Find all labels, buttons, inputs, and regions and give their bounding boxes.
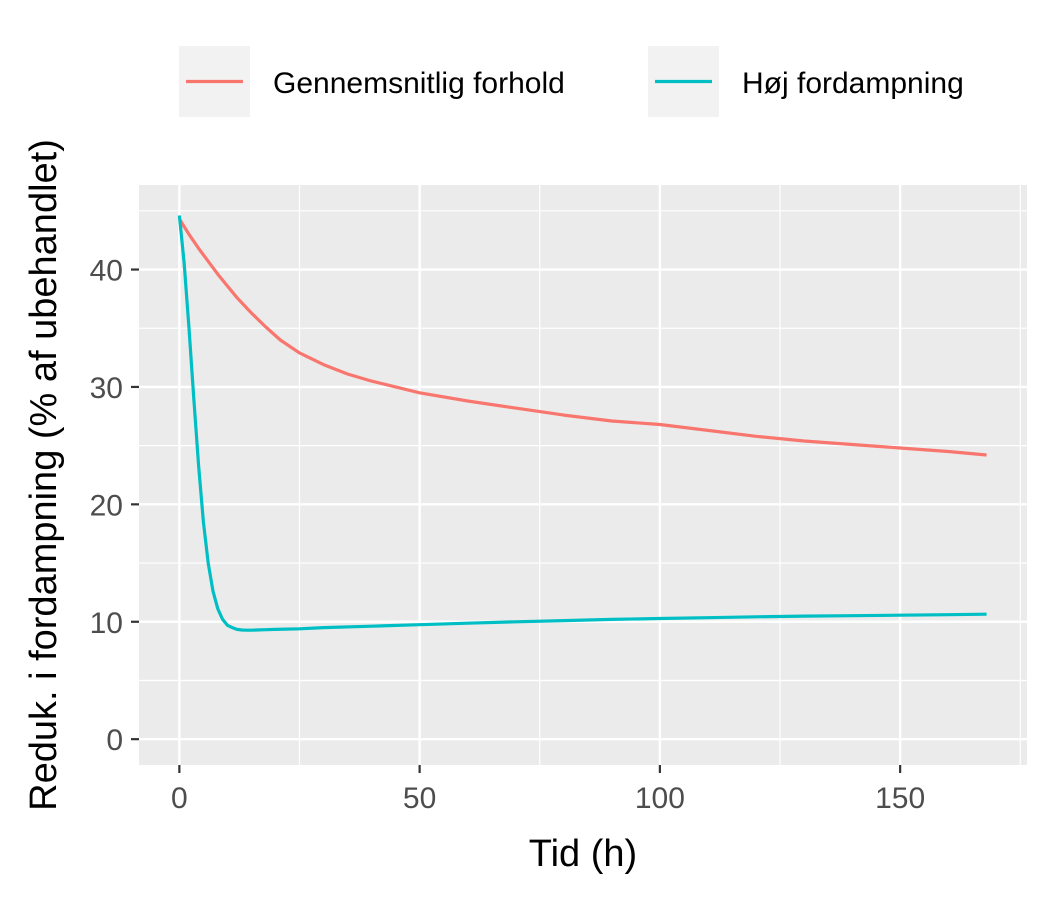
y-axis: 0 10 20 30 40 [90, 255, 139, 757]
x-axis: 0 50 100 150 [171, 765, 925, 815]
series-line-2 [177, 215, 987, 632]
legend-label-1: Gennemsnitlig forhold [273, 67, 565, 100]
series-lines [177, 215, 987, 632]
x-axis-title: Tid (h) [529, 833, 637, 875]
x-tick-label: 100 [635, 782, 685, 815]
y-tick-label: 30 [90, 372, 123, 405]
grid-major [139, 185, 1027, 765]
y-tick-label: 20 [90, 489, 123, 522]
x-tick-label: 150 [875, 782, 925, 815]
series-line-1 [178, 218, 987, 457]
y-axis-title: Reduk. i fordampning (% af ubehandlet) [23, 139, 65, 811]
x-tick-label: 50 [403, 782, 436, 815]
y-tick-label: 0 [106, 724, 123, 757]
plot-panel [139, 185, 1027, 765]
legend: Gennemsnitlig forhold Høj fordampning [179, 46, 964, 117]
legend-label-2: Høj fordampning [742, 67, 964, 100]
y-tick-label: 40 [90, 255, 123, 288]
y-tick-label: 10 [90, 607, 123, 640]
x-tick-label: 0 [171, 782, 188, 815]
